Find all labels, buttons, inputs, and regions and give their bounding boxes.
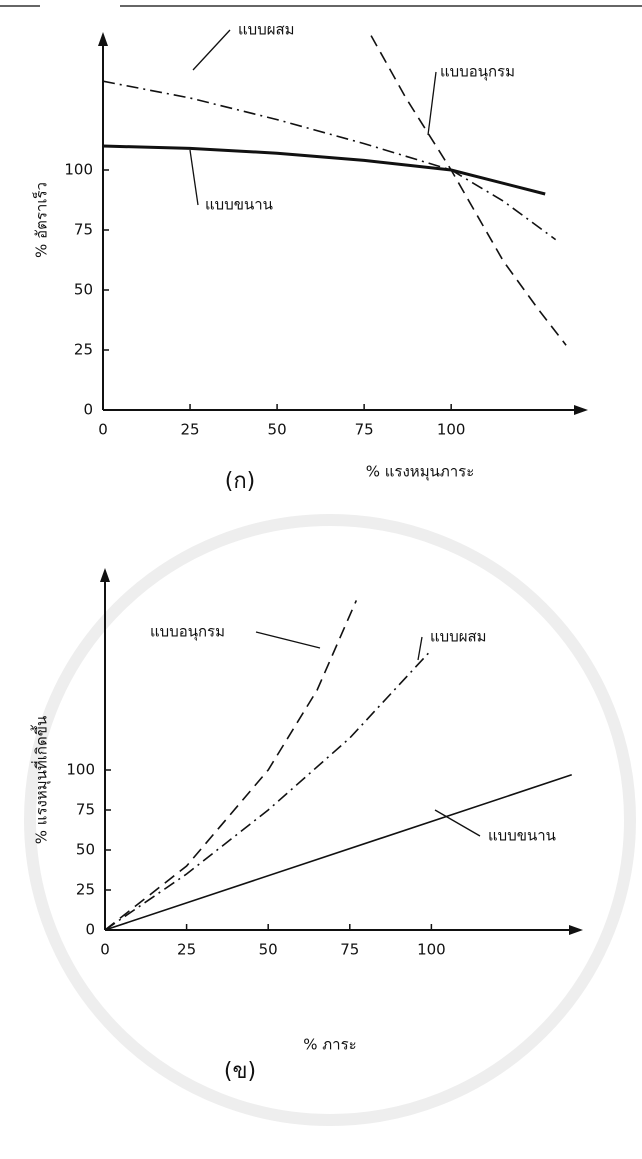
leader-line	[418, 637, 422, 660]
x-tick-label: 50	[268, 421, 287, 439]
y-axis-label: % แรงหมุนที่เกิดขึ้น	[31, 716, 52, 844]
y-tick-label: 100	[66, 761, 95, 779]
x-tick-label: 75	[340, 941, 359, 959]
x-axis-label: % แรงหมุนภาระ	[366, 463, 475, 482]
leader-line	[435, 810, 480, 836]
series-label: แบบอนุกรม	[150, 623, 225, 642]
y-tick-label: 75	[74, 221, 93, 239]
series-line	[105, 650, 431, 930]
x-axis-label: % ภาระ	[303, 1036, 356, 1054]
arrow	[98, 32, 108, 46]
series-line	[103, 81, 556, 239]
series-label: แบบขนาน	[488, 827, 556, 845]
x-tick-label: 0	[100, 941, 110, 959]
series-line	[105, 775, 572, 930]
y-tick-label: 0	[83, 401, 93, 419]
figure: 0 25 50 75 100 0 25 50 75 100 % แรงหมุนภาระ % อัตรา…	[0, 0, 642, 1159]
y-tick-label: 75	[76, 801, 95, 819]
leader-line	[193, 30, 230, 70]
page: 0 25 50 75 100 0 25 50 75 100 % แรงหมุนภาระ % อัตรา…	[0, 0, 642, 1159]
leader-line	[256, 632, 320, 648]
series-label: แบบขนาน	[205, 196, 273, 214]
arrow	[574, 405, 588, 415]
series-label: แบบผสม	[430, 628, 487, 646]
x-tick-label: 50	[259, 941, 278, 959]
leader-line	[428, 72, 436, 135]
watermark-ring	[30, 520, 630, 1120]
arrow	[569, 925, 583, 935]
y-tick-label: 100	[64, 161, 93, 179]
x-tick-label: 75	[355, 421, 374, 439]
y-axis-label: % อัตราเร็ว	[32, 182, 51, 258]
y-tick-label: 50	[74, 281, 93, 299]
y-tick-label: 25	[76, 881, 95, 899]
x-tick-label: 100	[437, 421, 466, 439]
y-tick-label: 25	[74, 341, 93, 359]
x-tick-label: 0	[98, 421, 108, 439]
x-tick-label: 100	[417, 941, 446, 959]
x-tick-label: 25	[177, 941, 196, 959]
y-tick-label: 0	[85, 921, 95, 939]
series-label: แบบอนุกรม	[440, 63, 515, 82]
caption: (ข)	[224, 1059, 256, 1084]
leader-line	[190, 150, 198, 205]
caption: (ก)	[225, 469, 256, 494]
y-tick-label: 50	[76, 841, 95, 859]
x-tick-label: 25	[180, 421, 199, 439]
arrow	[100, 568, 110, 582]
series-label: แบบผสม	[238, 21, 295, 39]
